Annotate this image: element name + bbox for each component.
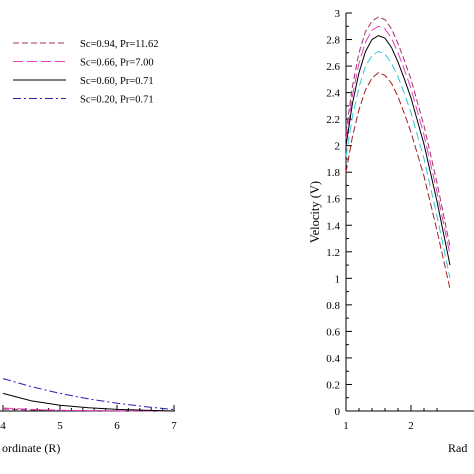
right-y-tick-label: 1.4 — [326, 220, 340, 232]
right-y-tick-label: 1 — [335, 273, 341, 285]
right-series-line — [345, 72, 451, 290]
legend-label: Sc=0.94, Pr=11.62 — [80, 39, 159, 50]
left-x-tick-label: 4 — [0, 420, 6, 432]
right-y-tick-label: 0.6 — [326, 326, 340, 338]
right-y-tick-label: 1.2 — [326, 247, 340, 259]
right-y-tick-label: 2.8 — [326, 35, 340, 47]
left-x-tick-label: 6 — [114, 420, 120, 432]
left-x-tick-label: 5 — [57, 420, 63, 432]
right-y-tick-label: 0.4 — [326, 353, 340, 365]
left-series-group — [2, 378, 175, 412]
left-series-line — [2, 378, 175, 411]
left-x-axis-label: ordinate (R) — [2, 441, 60, 455]
legend: Sc=0.94, Pr=11.62 Sc=0.66, Pr=7.00 Sc=0.60… — [13, 39, 159, 106]
right-y-tick-label: 1.8 — [326, 167, 340, 179]
left-series-line — [2, 392, 175, 412]
right-y-tick-label: 0.2 — [326, 379, 340, 391]
right-series-line — [345, 35, 451, 266]
right-series-line — [345, 16, 451, 247]
right-y-tick-label: 2.6 — [326, 61, 340, 73]
right-y-tick-label: 2 — [335, 141, 341, 153]
right-y-axis-label: Velocity (V) — [308, 181, 322, 243]
right-y-tick-label: 0 — [335, 406, 341, 418]
right-y-tick-label: 0.8 — [326, 300, 340, 312]
legend-label: Sc=0.66, Pr=7.00 — [80, 58, 154, 69]
right-series-line — [345, 50, 451, 279]
right-x-axis-label: Rad — [448, 441, 467, 455]
right-x-tick-label: 1 — [343, 420, 349, 432]
left-series-line — [2, 407, 175, 412]
right-y-tick-label: 2.2 — [326, 114, 340, 126]
right-chart: 0 0.2 0.4 0.6 0.8 1 1.2 1.4 1.6 1.8 2 2.2 2.4 2.6 2.8 3… — [308, 8, 474, 455]
legend-label: Sc=0.20, Pr=0.71 — [80, 95, 154, 106]
right-series-line — [345, 25, 451, 255]
right-x-tick-label: 2 — [408, 420, 414, 432]
right-y-tick-label: 2.4 — [326, 88, 340, 100]
right-y-tick-label: 3 — [335, 8, 341, 20]
right-y-ticks: 0 0.2 0.4 0.6 0.8 1 1.2 1.4 1.6 1.8 2 2.2 2.4 2.6 2.8 3 — [326, 8, 352, 418]
right-series-group — [345, 16, 451, 290]
left-x-tick-label: 7 — [171, 420, 177, 432]
legend-label: Sc=0.60, Pr=0.71 — [80, 76, 154, 87]
right-y-tick-label: 1.6 — [326, 194, 340, 206]
